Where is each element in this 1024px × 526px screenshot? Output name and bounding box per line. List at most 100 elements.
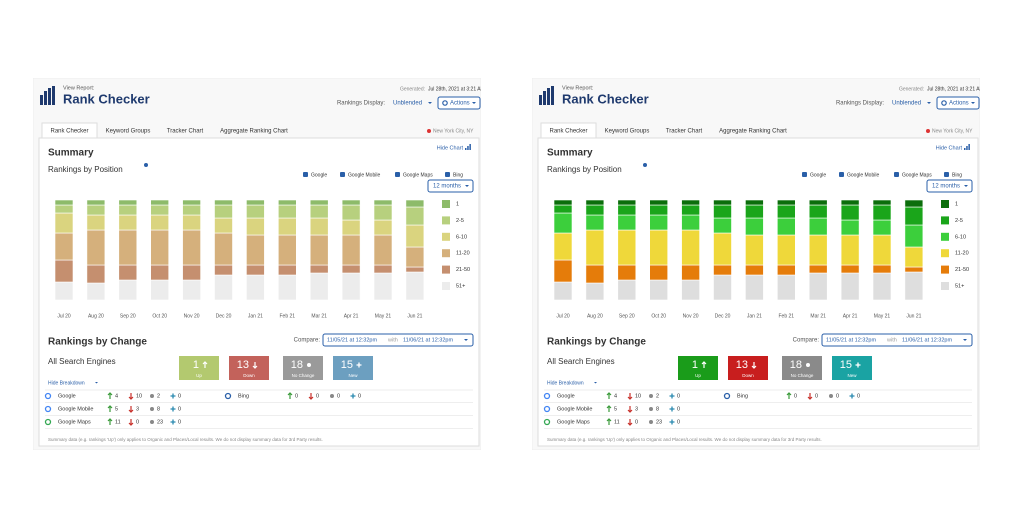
tab[interactable]: Keyword Groups (605, 129, 650, 135)
bar-segment (341, 204, 361, 221)
engine-checkbox[interactable] (445, 172, 450, 177)
caret (428, 102, 432, 104)
period-dropdown[interactable] (427, 179, 474, 193)
caret (472, 102, 476, 104)
hide-breakdown-link[interactable]: Hide Breakdown (48, 380, 85, 386)
engine-filter-label[interactable]: Google Mobile (847, 172, 879, 178)
actions-label[interactable]: Actions (450, 101, 470, 107)
arrow-up-icon (107, 392, 113, 399)
tab[interactable]: Aggregate Ranking Chart (719, 129, 787, 135)
logo-bar (547, 88, 550, 105)
compare-with: with (886, 337, 897, 343)
bar-segment (246, 199, 265, 206)
bar-segment (745, 234, 764, 266)
engine-filter-label[interactable]: Bing (453, 172, 463, 178)
bar-segment (553, 259, 573, 283)
legend-swatch (442, 265, 450, 274)
change-label: Up (695, 373, 701, 378)
x-tick-label: Feb 21 (280, 313, 296, 319)
change-title: Rankings by Change (48, 337, 147, 348)
bar-segment (54, 199, 74, 206)
tab[interactable]: Aggregate Ranking Chart (220, 129, 288, 135)
hide-breakdown-link[interactable]: Hide Breakdown (547, 380, 584, 386)
engine-checkbox[interactable] (395, 172, 400, 177)
bar-segment (182, 279, 201, 301)
bar-segment (585, 214, 605, 231)
engine-filter-label[interactable]: Google (810, 172, 826, 178)
x-tick-label: May 21 (375, 313, 392, 319)
compare-dropdown[interactable] (821, 333, 973, 347)
chart-icon (467, 146, 469, 150)
chart-icon (469, 144, 471, 150)
bar-segment (373, 234, 393, 266)
change-count: 13 (237, 359, 249, 371)
engine-filter-label[interactable]: Google Maps (902, 172, 932, 178)
display-dropdown[interactable]: Unblended (892, 101, 921, 107)
tab[interactable]: Rank Checker (50, 129, 88, 135)
bar-segment (904, 206, 924, 226)
engine-checkbox[interactable] (303, 172, 308, 177)
compare-to[interactable]: 11/06/21 at 12:32pm (403, 337, 453, 343)
hide-chart-link[interactable]: Hide Chart (936, 145, 963, 151)
engine-filter-label[interactable]: Google Maps (403, 172, 433, 178)
display-dropdown[interactable]: Unblended (393, 101, 422, 107)
period-dropdown[interactable] (926, 179, 973, 193)
engine-checkbox[interactable] (944, 172, 949, 177)
engine-checkbox[interactable] (802, 172, 807, 177)
actions-button[interactable] (936, 96, 980, 110)
footnote: Summary data (e.g. rankings 'Up') only a… (547, 437, 822, 442)
engine-checkbox[interactable] (340, 172, 345, 177)
location-pin (926, 129, 930, 133)
compare-from[interactable]: 11/05/21 at 12:32pm (327, 337, 377, 343)
compare-to[interactable]: 11/06/21 at 12:32pm (902, 337, 952, 343)
compare-from[interactable]: 11/05/21 at 12:32pm (826, 337, 876, 343)
period-label[interactable]: 12 months (433, 184, 461, 190)
change-count: 1 (193, 359, 199, 371)
plus-icon (350, 393, 356, 399)
engine-filter-label[interactable]: Bing (952, 172, 962, 178)
tab[interactable]: Rank Checker (549, 129, 587, 135)
tab[interactable]: Tracker Chart (167, 129, 204, 135)
x-tick-label: Jan 21 (248, 313, 263, 319)
actions-button[interactable] (437, 96, 481, 110)
bar-segment (777, 274, 796, 301)
engine-filter-label[interactable]: Google (311, 172, 327, 178)
dot-icon (330, 394, 334, 398)
bar-segment (840, 264, 860, 274)
location-pin (427, 129, 431, 133)
report-title: Rank Checker (562, 91, 649, 106)
change-box (728, 356, 768, 380)
change-value: 4 (115, 393, 118, 399)
hide-chart-link[interactable]: Hide Chart (437, 145, 464, 151)
bar-segment (278, 264, 297, 276)
caret (464, 339, 468, 341)
arrow-up-icon (786, 392, 792, 399)
bar-segment (182, 214, 201, 231)
tab[interactable]: Keyword Groups (106, 129, 151, 135)
logo-bar (52, 86, 55, 105)
change-value: 0 (677, 419, 680, 425)
bar-segment (840, 272, 860, 301)
arrow-down-icon (128, 406, 134, 413)
period-label[interactable]: 12 months (932, 184, 960, 190)
x-tick-label: Aug 20 (88, 313, 104, 319)
actions-label[interactable]: Actions (949, 101, 969, 107)
bar-segment (777, 217, 796, 236)
bar-segment (617, 279, 637, 301)
bar-segment (309, 199, 329, 206)
change-label: Down (243, 373, 255, 378)
compare-dropdown[interactable] (322, 333, 474, 347)
tab[interactable]: Tracker Chart (666, 129, 703, 135)
bar-segment (405, 199, 425, 208)
change-count: 13 (736, 359, 748, 371)
bar-segment (373, 219, 393, 236)
legend-swatch (941, 216, 949, 225)
bar-segment (341, 234, 361, 266)
view-report-label: View Report: (562, 85, 594, 91)
engine-checkbox[interactable] (839, 172, 844, 177)
change-box (179, 356, 219, 380)
engine-filter-label[interactable]: Google Mobile (348, 172, 380, 178)
engine-checkbox[interactable] (894, 172, 899, 177)
bar-segment (745, 199, 764, 206)
